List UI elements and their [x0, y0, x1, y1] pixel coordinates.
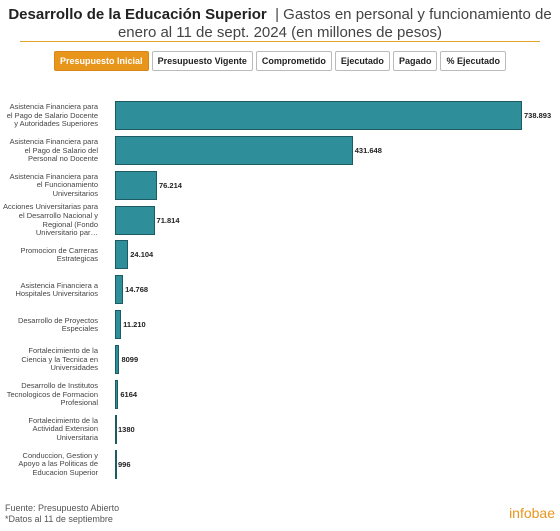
tab-button[interactable]: Pagado: [392, 51, 438, 71]
bar: [115, 310, 122, 340]
value-label: 996: [118, 459, 131, 469]
bar: [115, 135, 353, 165]
category-label: Desarrollo de Institutos Tecnologicos de…: [6, 380, 98, 408]
category-label: Asistencia Financiera a Hospitales Unive…: [15, 280, 98, 299]
category-label: Desarrollo de Proyectos Especiales: [17, 315, 98, 334]
bar: [115, 379, 119, 409]
bar: [115, 101, 522, 130]
value-label: 11.210: [123, 320, 146, 330]
category-label: Fortalecimiento de la Actividad Extensio…: [28, 415, 98, 442]
value-label: 6164: [120, 389, 138, 399]
value-label: 14.768: [125, 285, 149, 295]
bar-row: Asistencia Financiera a Hospitales Unive…: [0, 275, 560, 305]
value-label: 24.104: [130, 250, 154, 260]
source: Fuente: Presupuesto Abierto: [5, 503, 120, 513]
bar: [115, 275, 124, 305]
value-label: 8099: [121, 354, 139, 364]
bar-row: Asistencia Financiera para el Pago de Sa…: [0, 101, 560, 131]
tab-bar: Presupuesto Inicial Presupuesto Vigente Co…: [0, 51, 560, 71]
value-label: 76.214: [158, 180, 182, 190]
category-label: Fortalecimiento de la Ciencia y la Tecni…: [21, 346, 98, 373]
value-label: 431.648: [354, 145, 382, 155]
category-label: Acciones Universitarias para el Desarrol…: [2, 202, 98, 238]
bar-row: Asistencia Financiera para el Funcionami…: [0, 170, 560, 201]
bar: [115, 205, 155, 235]
note: *Datos al 11 de septiembre: [5, 514, 113, 524]
bar-row: Asistencia Financiera para el Pago de Sa…: [0, 135, 560, 166]
category-label: Conduccion, Gestion y Apoyo a las Politi…: [18, 450, 98, 477]
bar-row: Desarrollo de Institutos Tecnologicos de…: [0, 379, 560, 410]
bar: [115, 170, 157, 200]
bar: [115, 344, 120, 374]
brand: infobae: [509, 505, 555, 521]
category-label: Promocion de Carreras Estrategicas: [20, 245, 98, 264]
tab-button[interactable]: % Ejecutado: [440, 51, 506, 71]
bar-row: Fortalecimiento de la Ciencia y la Tecni…: [0, 344, 560, 375]
tab-button[interactable]: Presupuesto Vigente: [151, 51, 253, 71]
category-label: Asistencia Financiera para el Pago de Sa…: [9, 136, 98, 164]
bar: [115, 240, 129, 270]
tab-button[interactable]: Presupuesto Inicial: [54, 51, 149, 71]
value-label: 1380: [118, 424, 135, 434]
category-label: Asistencia Financiera para el Funcionami…: [9, 171, 98, 198]
divider: [20, 41, 540, 42]
tab-button[interactable]: Comprometido: [255, 51, 332, 71]
value-label: 738.893: [524, 111, 552, 120]
category-label: Asistencia Financiera para el Pago de Sa…: [6, 102, 98, 129]
subtitle: | Gastos en personal y funcionamiento de…: [117, 6, 552, 41]
bar-row: Promocion de Carreras Estrategicas 24.104: [0, 240, 560, 270]
bar: [115, 414, 117, 444]
bar-row: Acciones Universitarias para el Desarrol…: [0, 203, 560, 237]
bar-row: Desarrollo de Proyectos Especiales 11.210: [0, 310, 560, 340]
bar-row: Fortalecimiento de la Actividad Extensio…: [0, 414, 560, 445]
title: Desarrollo de la Educación Superior: [8, 6, 267, 23]
bar-row: Conduccion, Gestion y Apoyo a las Politi…: [0, 449, 560, 480]
value-label: 71.814: [156, 215, 180, 225]
header: Desarrollo de la Educación Superior | Ga…: [0, 6, 560, 42]
tab-button[interactable]: Ejecutado: [334, 51, 390, 71]
bar: [115, 449, 117, 479]
